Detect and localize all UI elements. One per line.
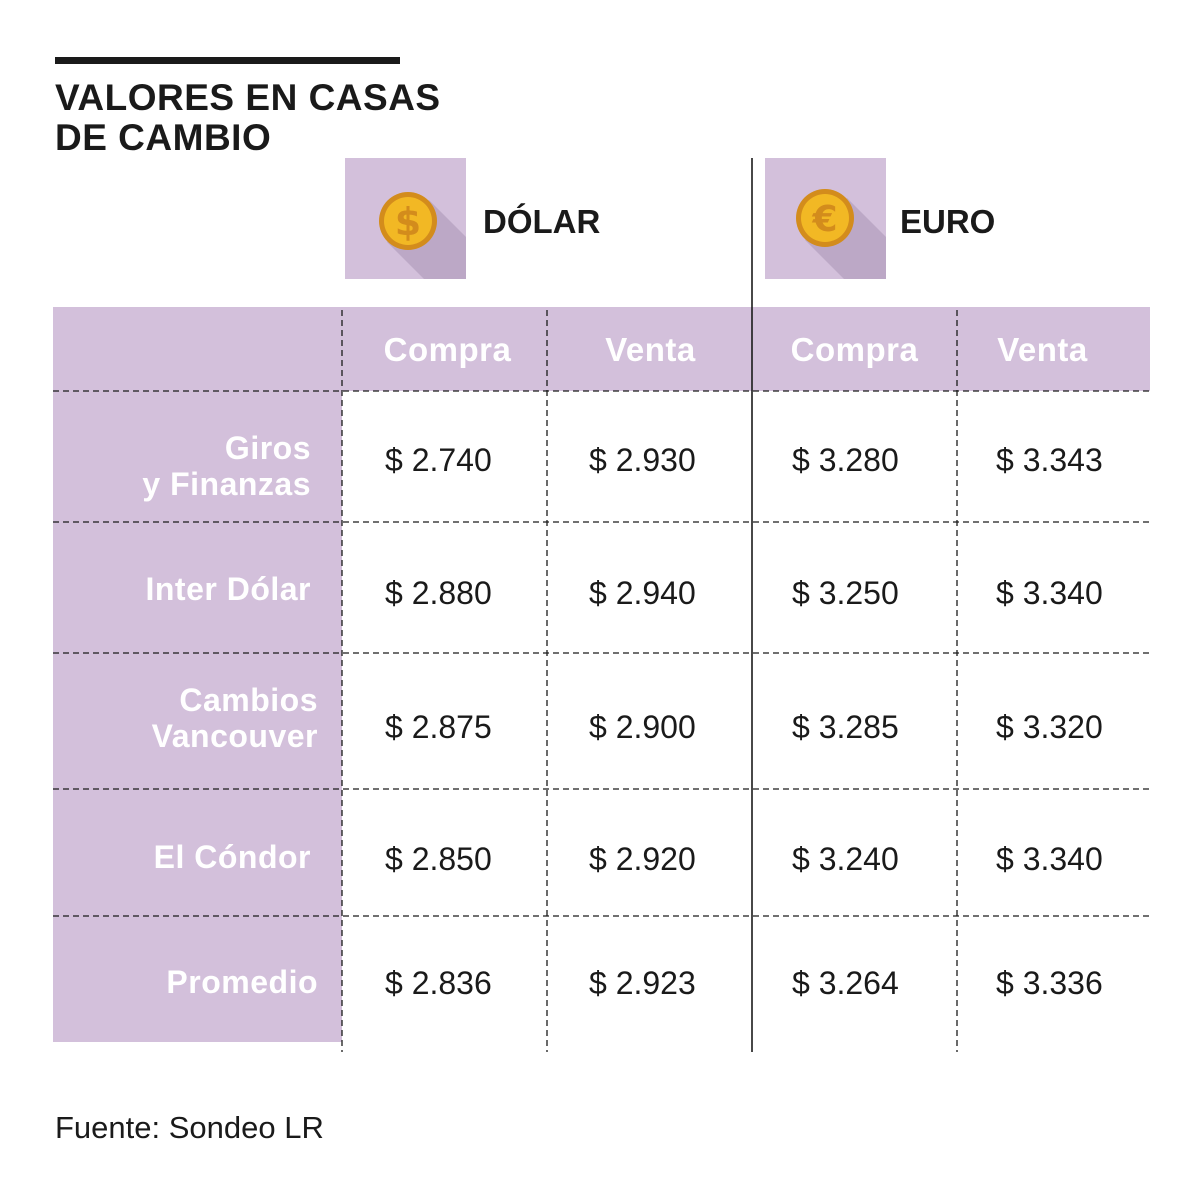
value-cell: $ 2.930 (589, 442, 696, 478)
column-header-dolar-venta: Venta (605, 331, 696, 368)
row-label-line: El Cóndor (153, 839, 311, 875)
value-cell: $ 3.320 (996, 709, 1103, 745)
chart-title-line-1: VALORES EN CASAS (55, 77, 441, 118)
value-cell: $ 3.343 (996, 442, 1103, 478)
table-header-band (53, 307, 1150, 391)
column-header-dolar-compra: Compra (383, 331, 512, 368)
dollar-coin-icon: $ (379, 192, 466, 279)
value-cell: $ 3.240 (792, 841, 899, 877)
title-rule (55, 57, 400, 64)
value-cell: $ 2.880 (385, 575, 492, 611)
row-label-cambios-vancouver: Cambios Vancouver (60, 682, 318, 754)
value-cell: $ 3.250 (792, 575, 899, 611)
value-cell: $ 2.740 (385, 442, 492, 478)
value-cell: $ 3.336 (996, 965, 1103, 1001)
euro-icon-box: € (765, 158, 886, 279)
row-label-line: Giros (224, 430, 311, 466)
row-label-band (53, 391, 342, 1042)
source-note: Fuente: Sondeo LR (55, 1110, 324, 1145)
value-cell: $ 2.875 (385, 709, 492, 745)
value-cell: $ 2.920 (589, 841, 696, 877)
value-cell: $ 2.940 (589, 575, 696, 611)
value-cell: $ 3.340 (996, 575, 1103, 611)
dollar-icon-box: $ (345, 158, 466, 279)
value-cell: $ 2.923 (589, 965, 696, 1001)
chart-title: VALORES EN CASAS DE CAMBIO (55, 78, 475, 158)
currency-label-euro: EURO (900, 203, 996, 240)
chart-title-line-2: DE CAMBIO (55, 117, 272, 158)
row-label-giros-y-finanzas: Giros y Finanzas (53, 430, 311, 502)
value-cell: $ 3.264 (792, 965, 899, 1001)
row-label-line: Promedio (166, 964, 318, 1000)
row-label-line: Vancouver (151, 718, 318, 754)
value-cell: $ 2.900 (589, 709, 696, 745)
column-header-euro-compra: Compra (790, 331, 919, 368)
row-label-line: Cambios (179, 682, 318, 718)
svg-text:$: $ (395, 200, 421, 244)
value-cell: $ 3.280 (792, 442, 899, 478)
row-label-promedio: Promedio (60, 964, 318, 1000)
euro-coin-icon: € (796, 189, 886, 279)
row-label-el-condor: El Cóndor (53, 839, 311, 875)
column-header-euro-venta: Venta (997, 331, 1088, 368)
row-label-line: Inter Dólar (145, 571, 311, 607)
value-cell: $ 3.340 (996, 841, 1103, 877)
row-label-line: y Finanzas (142, 466, 311, 502)
row-label-inter-dolar: Inter Dólar (53, 571, 311, 607)
value-cell: $ 3.285 (792, 709, 899, 745)
value-cell: $ 2.836 (385, 965, 492, 1001)
currency-label-dolar: DÓLAR (483, 203, 601, 240)
value-cell: $ 2.850 (385, 841, 492, 877)
svg-text:€: € (811, 199, 837, 240)
